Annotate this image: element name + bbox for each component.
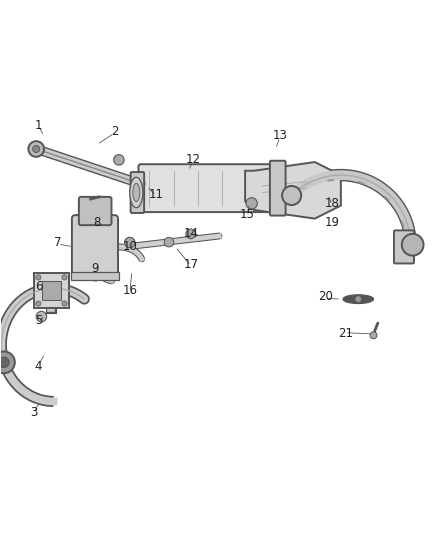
Text: 21: 21: [338, 327, 353, 341]
FancyBboxPatch shape: [42, 281, 61, 300]
Circle shape: [36, 275, 41, 280]
Text: 2: 2: [111, 125, 118, 138]
Circle shape: [62, 301, 67, 306]
Text: 4: 4: [35, 360, 42, 373]
Circle shape: [36, 301, 41, 306]
Circle shape: [33, 146, 40, 152]
Circle shape: [282, 186, 301, 205]
FancyBboxPatch shape: [394, 230, 414, 263]
Text: 10: 10: [122, 240, 137, 253]
FancyBboxPatch shape: [34, 273, 69, 308]
Text: 16: 16: [122, 284, 137, 297]
Circle shape: [28, 141, 44, 157]
Circle shape: [36, 311, 47, 322]
Polygon shape: [245, 162, 341, 219]
Circle shape: [402, 234, 424, 256]
Text: 12: 12: [185, 154, 201, 166]
Circle shape: [114, 155, 124, 165]
FancyBboxPatch shape: [138, 164, 282, 212]
Circle shape: [0, 351, 15, 373]
Text: 8: 8: [93, 216, 101, 230]
Ellipse shape: [133, 183, 140, 201]
Text: 19: 19: [325, 216, 339, 230]
Text: 9: 9: [91, 262, 99, 275]
FancyBboxPatch shape: [131, 172, 144, 213]
Circle shape: [0, 357, 9, 368]
FancyBboxPatch shape: [72, 215, 118, 279]
Ellipse shape: [343, 295, 374, 303]
Text: 1: 1: [35, 118, 42, 132]
Text: 5: 5: [35, 314, 42, 327]
Text: 18: 18: [325, 197, 339, 210]
Circle shape: [124, 237, 135, 248]
FancyBboxPatch shape: [270, 161, 286, 215]
FancyBboxPatch shape: [71, 272, 119, 279]
Text: 11: 11: [148, 188, 163, 201]
Text: 7: 7: [54, 236, 62, 249]
Text: 15: 15: [240, 208, 255, 221]
Circle shape: [164, 237, 174, 247]
Text: 6: 6: [35, 280, 42, 293]
Circle shape: [186, 229, 195, 239]
Circle shape: [355, 296, 362, 303]
Ellipse shape: [130, 177, 143, 208]
Text: 20: 20: [318, 290, 333, 303]
Circle shape: [246, 198, 257, 209]
FancyBboxPatch shape: [79, 197, 112, 225]
Text: 14: 14: [183, 228, 198, 240]
Text: 3: 3: [30, 406, 38, 419]
Circle shape: [62, 275, 67, 280]
Circle shape: [370, 332, 377, 339]
Text: 17: 17: [183, 258, 198, 271]
Text: 13: 13: [272, 130, 287, 142]
